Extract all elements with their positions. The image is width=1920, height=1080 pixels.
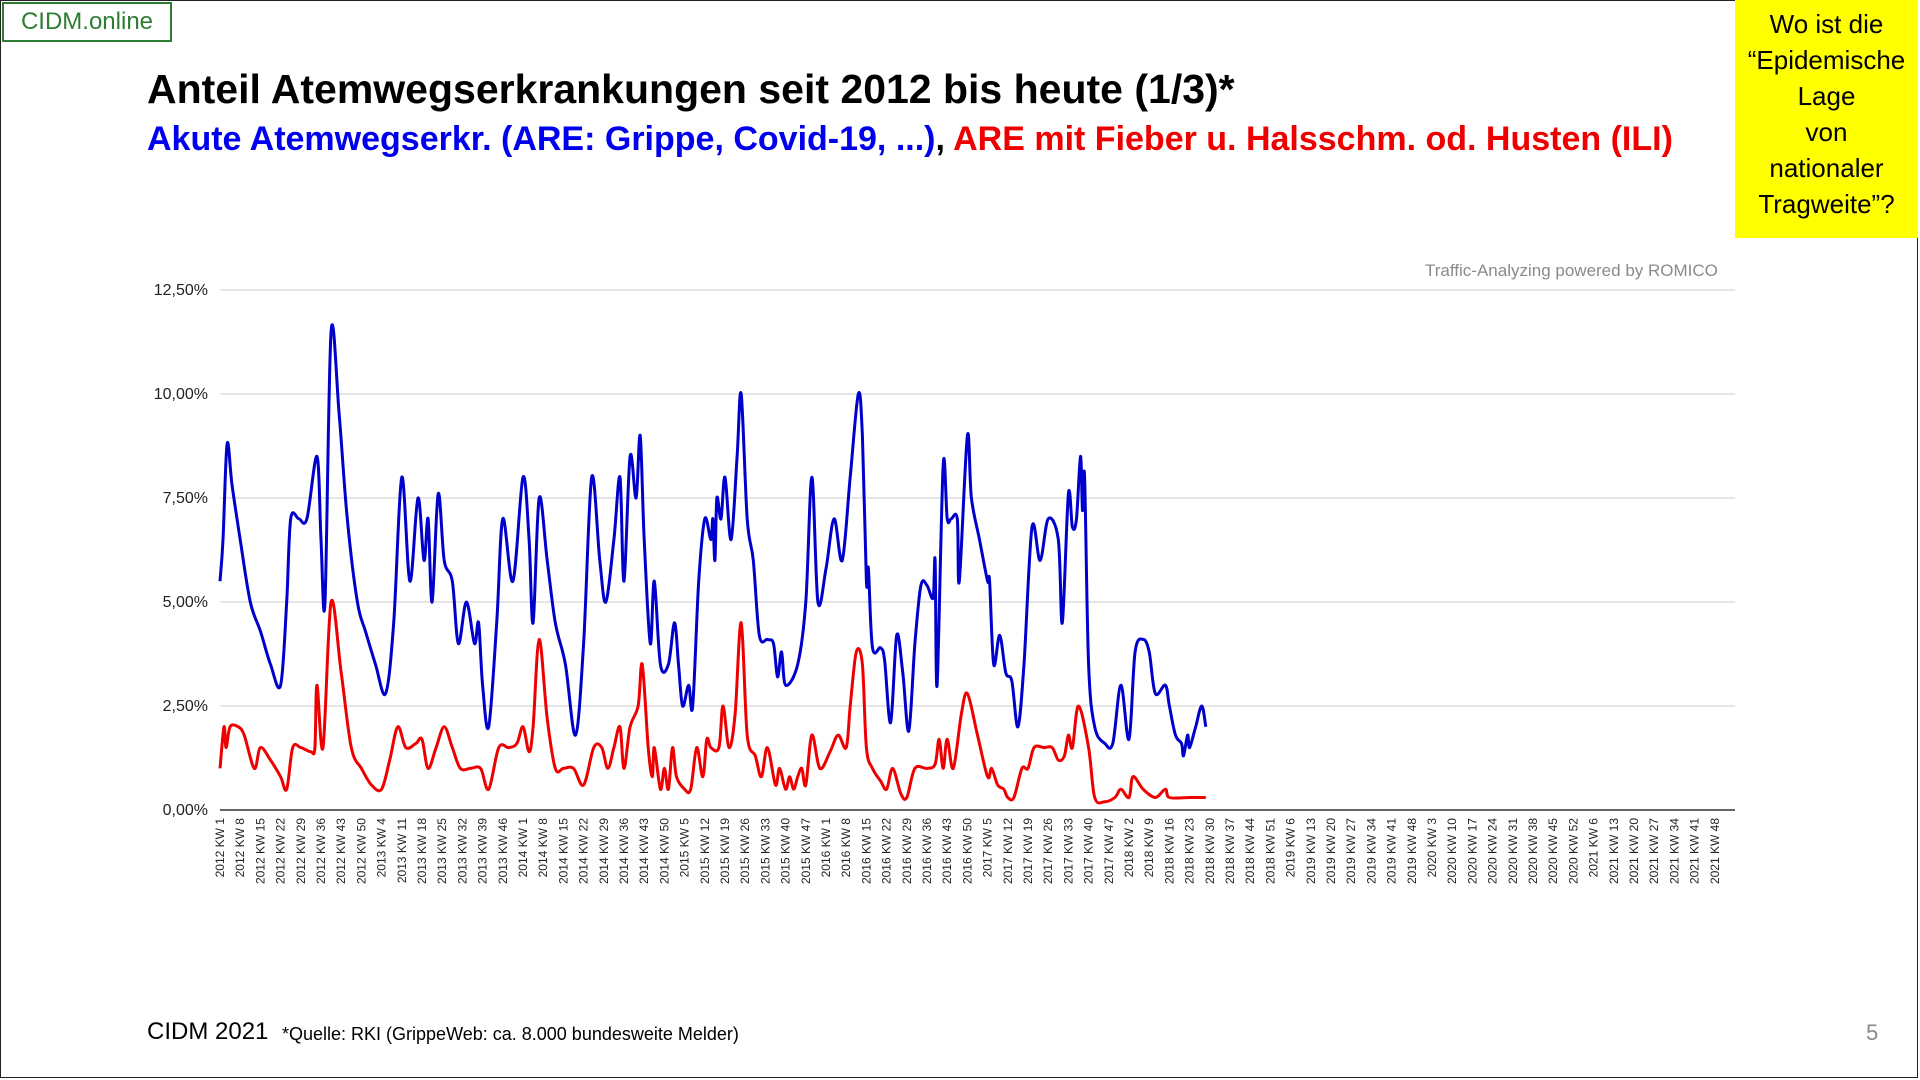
x-tick-label: 2018 KW 23 xyxy=(1183,818,1197,884)
x-tick-label: 2014 KW 15 xyxy=(556,818,570,884)
x-tick-label: 2018 KW 16 xyxy=(1162,818,1176,884)
y-tick-label: 0,00% xyxy=(163,802,208,819)
x-tick-label: 2013 KW 4 xyxy=(375,818,389,878)
slide-subtitle: Akute Atemwegserkr. (ARE: Grippe, Covid-… xyxy=(147,120,1673,159)
x-tick-label: 2012 KW 50 xyxy=(354,818,368,884)
question-note: Wo ist die “Epidemische Lage von nationa… xyxy=(1735,0,1918,238)
x-tick-label: 2015 KW 40 xyxy=(779,818,793,884)
x-tick-label: 2013 KW 46 xyxy=(496,818,510,884)
line-chart: 0,00% 2,50% 5,00% 7,50% 10,00% 12,50% 2012 KW… xyxy=(154,282,1735,884)
y-tick-label: 5,00% xyxy=(163,594,208,611)
x-tick-label: 2016 KW 15 xyxy=(859,818,873,884)
x-tick-label: 2015 KW 33 xyxy=(758,818,772,884)
x-tick-label: 2016 KW 1 xyxy=(819,818,833,878)
x-tick-label: 2017 KW 19 xyxy=(1021,818,1035,884)
x-tick-label: 2015 KW 19 xyxy=(718,818,732,884)
x-tick-label: 2015 KW 5 xyxy=(678,818,692,878)
chart-watermark: Traffic-Analyzing powered by ROMICO xyxy=(1425,261,1718,280)
x-tick-label: 2019 KW 48 xyxy=(1405,818,1419,884)
x-tick-label: 2016 KW 8 xyxy=(839,818,853,878)
x-tick-label: 2014 KW 29 xyxy=(597,818,611,884)
x-tick-label: 2012 KW 1 xyxy=(213,818,227,878)
x-tick-label: 2017 KW 40 xyxy=(1082,818,1096,884)
x-tick-label: 2012 KW 43 xyxy=(334,818,348,884)
series-line-ili xyxy=(218,598,1206,805)
x-tick-label: 2019 KW 27 xyxy=(1344,818,1358,884)
x-tick-label: 2016 KW 29 xyxy=(900,818,914,884)
subtitle-are: Akute Atemwegserkr. (ARE: Grippe, Covid-… xyxy=(147,120,936,158)
y-tick-label: 2,50% xyxy=(163,698,208,715)
y-tick-label: 12,50% xyxy=(154,282,208,299)
x-tick-label: 2021 KW 48 xyxy=(1708,818,1722,884)
x-tick-label: 2015 KW 26 xyxy=(738,818,752,884)
x-tick-label: 2021 KW 34 xyxy=(1667,818,1681,884)
x-tick-label: 2013 KW 11 xyxy=(395,818,409,883)
subtitle-separator: , xyxy=(935,120,945,158)
x-tick-label: 2017 KW 5 xyxy=(981,818,995,878)
x-tick-label: 2021 KW 41 xyxy=(1688,818,1702,884)
x-tick-label: 2019 KW 20 xyxy=(1324,818,1338,884)
x-tick-label: 2012 KW 29 xyxy=(294,818,308,884)
x-tick-label: 2014 KW 36 xyxy=(617,818,631,884)
x-tick-label: 2017 KW 12 xyxy=(1001,818,1015,884)
page-number: 5 xyxy=(1866,1020,1879,1045)
x-tick-label: 2016 KW 50 xyxy=(960,818,974,884)
x-axis-ticks: 2012 KW 1 2012 KW 8 2012 KW 15 2012 KW 22 20… xyxy=(213,818,1722,884)
x-tick-label: 2015 KW 47 xyxy=(799,818,813,884)
x-tick-label: 2020 KW 10 xyxy=(1445,818,1459,884)
x-tick-label: 2014 KW 8 xyxy=(536,818,550,878)
x-tick-label: 2012 KW 36 xyxy=(314,818,328,884)
x-tick-label: 2021 KW 13 xyxy=(1607,818,1621,884)
y-tick-label: 7,50% xyxy=(163,490,208,507)
site-badge: CIDM.online xyxy=(2,2,172,42)
x-tick-label: 2012 KW 15 xyxy=(253,818,267,884)
x-tick-label: 2019 KW 13 xyxy=(1304,818,1318,884)
x-tick-label: 2013 KW 32 xyxy=(455,818,469,884)
x-tick-label: 2016 KW 43 xyxy=(940,818,954,884)
x-tick-label: 2014 KW 22 xyxy=(577,818,591,884)
x-tick-label: 2018 KW 9 xyxy=(1142,818,1156,878)
x-tick-label: 2019 KW 34 xyxy=(1364,818,1378,884)
footer-label: CIDM 2021 xyxy=(147,1018,269,1045)
x-tick-label: 2020 KW 45 xyxy=(1546,818,1560,884)
x-tick-label: 2013 KW 39 xyxy=(476,818,490,884)
x-tick-label: 2017 KW 47 xyxy=(1102,818,1116,884)
x-tick-label: 2019 KW 6 xyxy=(1284,818,1298,878)
x-tick-label: 2020 KW 38 xyxy=(1526,818,1540,884)
y-axis-ticks: 0,00% 2,50% 5,00% 7,50% 10,00% 12,50% xyxy=(154,282,208,819)
x-tick-label: 2020 KW 24 xyxy=(1486,818,1500,884)
x-tick-label: 2017 KW 33 xyxy=(1061,818,1075,884)
x-tick-label: 2020 KW 17 xyxy=(1465,818,1479,884)
x-tick-label: 2013 KW 25 xyxy=(435,818,449,884)
x-tick-label: 2013 KW 18 xyxy=(415,818,429,884)
x-tick-label: 2017 KW 26 xyxy=(1041,818,1055,884)
x-tick-label: 2014 KW 50 xyxy=(657,818,671,884)
series-line-are xyxy=(218,323,1208,758)
x-tick-label: 2018 KW 44 xyxy=(1243,818,1257,884)
x-tick-label: 2021 KW 27 xyxy=(1647,818,1661,884)
x-tick-label: 2018 KW 30 xyxy=(1203,818,1217,884)
x-tick-label: 2018 KW 2 xyxy=(1122,818,1136,878)
x-tick-label: 2019 KW 41 xyxy=(1385,818,1399,884)
x-tick-label: 2015 KW 12 xyxy=(698,818,712,884)
x-tick-label: 2018 KW 37 xyxy=(1223,818,1237,884)
x-tick-label: 2014 KW 1 xyxy=(516,818,530,878)
x-tick-label: 2021 KW 20 xyxy=(1627,818,1641,884)
x-tick-label: 2018 KW 51 xyxy=(1263,818,1277,884)
chart-grid xyxy=(220,289,1735,707)
x-tick-label: 2021 KW 6 xyxy=(1587,818,1601,878)
y-tick-label: 10,00% xyxy=(154,386,208,403)
footer-source: *Quelle: RKI (GrippeWeb: ca. 8.000 bunde… xyxy=(282,1024,739,1044)
x-tick-label: 2012 KW 8 xyxy=(233,818,247,878)
x-tick-label: 2014 KW 43 xyxy=(637,818,651,884)
subtitle-ili: ARE mit Fieber u. Halsschm. od. Husten (… xyxy=(953,120,1673,158)
x-tick-label: 2016 KW 36 xyxy=(920,818,934,884)
x-tick-label: 2016 KW 22 xyxy=(880,818,894,884)
x-tick-label: 2020 KW 52 xyxy=(1566,818,1580,884)
x-tick-label: 2020 KW 3 xyxy=(1425,818,1439,878)
slide-title: Anteil Atemwegserkrankungen seit 2012 bi… xyxy=(147,66,1235,112)
x-tick-label: 2012 KW 22 xyxy=(274,818,288,884)
x-tick-label: 2020 KW 31 xyxy=(1506,818,1520,884)
